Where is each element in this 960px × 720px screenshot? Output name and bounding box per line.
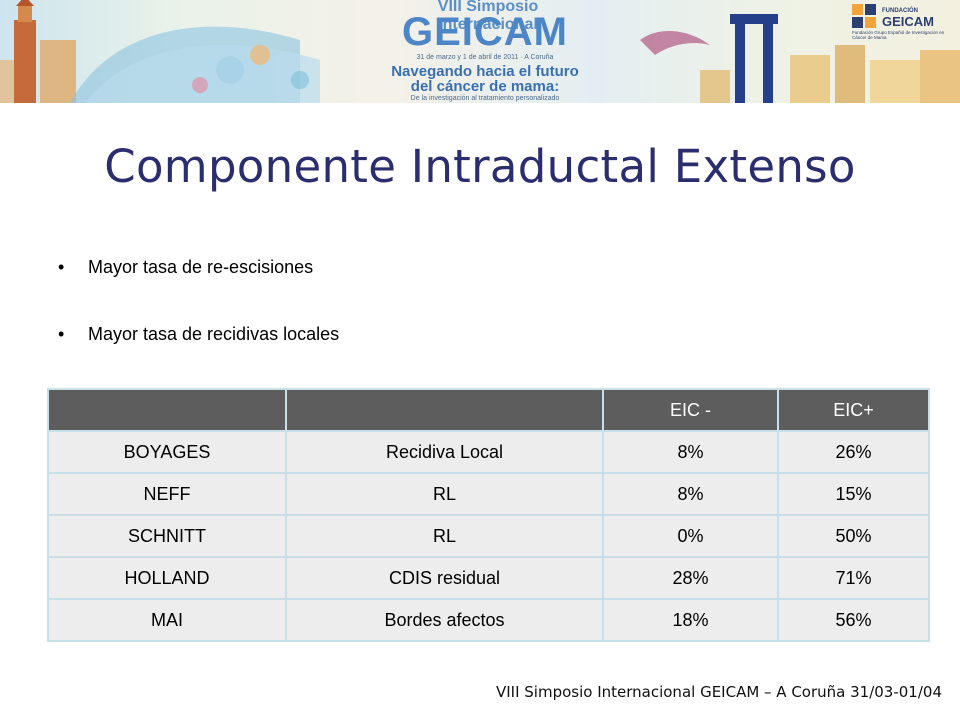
header-cell-eic-positive: EIC+ [777,388,930,432]
outcome-cell: Recidiva Local [285,430,604,474]
banner-tagline-1: Navegando hacia el futuro [391,63,579,80]
banner-tagline-2: del cáncer de mama: [410,78,560,95]
tower-shape [14,20,36,103]
study-cell: BOYAGES [47,430,287,474]
banner-edition: VIII Simposio Internacional [437,0,539,33]
study-cell: SCHNITT [47,514,287,558]
eic-negative-cell: 28% [602,556,779,600]
bullet-item: • Mayor tasa de re-escisiones [58,255,339,322]
geicam-logo-icon [852,4,876,28]
table-header-row: EIC - EIC+ [47,388,930,432]
banner-tagline-3: De la investigación al tratamiento perso… [410,95,560,102]
header-cell-study [47,388,287,432]
eic-positive-cell: 15% [777,472,930,516]
bullet-dot-icon: • [58,324,65,344]
table-row: SCHNITT RL 0% 50% [47,514,930,558]
bullet-text: Mayor tasa de recidivas locales [88,324,340,344]
eic-positive-cell: 50% [777,514,930,558]
bullet-text: Mayor tasa de re-escisiones [88,257,314,277]
study-cell: MAI [47,598,287,642]
bullet-item: • Mayor tasa de recidivas locales [58,322,339,389]
gate-shape [735,18,745,103]
logo-foundation-label: FUNDACIÓN [882,8,918,14]
header-banner: VIII Simposio Internacional GEICAM 31 de… [0,0,960,103]
eic-negative-cell: 8% [602,430,779,474]
eic-negative-cell: 8% [602,472,779,516]
outcome-cell: Bordes afectos [285,598,604,642]
eic-negative-cell: 0% [602,514,779,558]
table-row: HOLLAND CDIS residual 28% 71% [47,556,930,600]
eic-positive-cell: 71% [777,556,930,600]
eic-positive-cell: 56% [777,598,930,642]
geicam-logo: FUNDACIÓN GEICAM Fundación Grupo Español… [852,4,956,44]
table-row: BOYAGES Recidiva Local 8% 26% [47,430,930,474]
table-row: MAI Bordes afectos 18% 56% [47,598,930,642]
results-table: EIC - EIC+ BOYAGES Recidiva Local 8% 26%… [47,388,930,642]
study-cell: NEFF [47,472,287,516]
slide-title: Componente Intraductal Extenso [104,140,856,193]
logo-name: GEICAM [882,14,934,29]
outcome-cell: CDIS residual [285,556,604,600]
banner-dates: 31 de marzo y 1 de abril de 2011 · A Cor… [416,54,554,61]
slide-footer: VIII Simposio Internacional GEICAM – A C… [495,683,942,701]
table-row: NEFF RL 8% 15% [47,472,930,516]
eic-negative-cell: 18% [602,598,779,642]
header-cell-eic-negative: EIC - [602,388,779,432]
banner-event-name: GEICAM [402,10,568,54]
banner-artwork [0,0,960,103]
outcome-cell: RL [285,472,604,516]
eic-positive-cell: 26% [777,430,930,474]
bullet-dot-icon: • [58,257,65,277]
study-cell: HOLLAND [47,556,287,600]
logo-description: Fundación Grupo Español de Investigación… [852,30,945,40]
outcome-cell: RL [285,514,604,558]
header-cell-outcome [285,388,604,432]
bullet-list: • Mayor tasa de re-escisiones • Mayor ta… [58,255,339,389]
